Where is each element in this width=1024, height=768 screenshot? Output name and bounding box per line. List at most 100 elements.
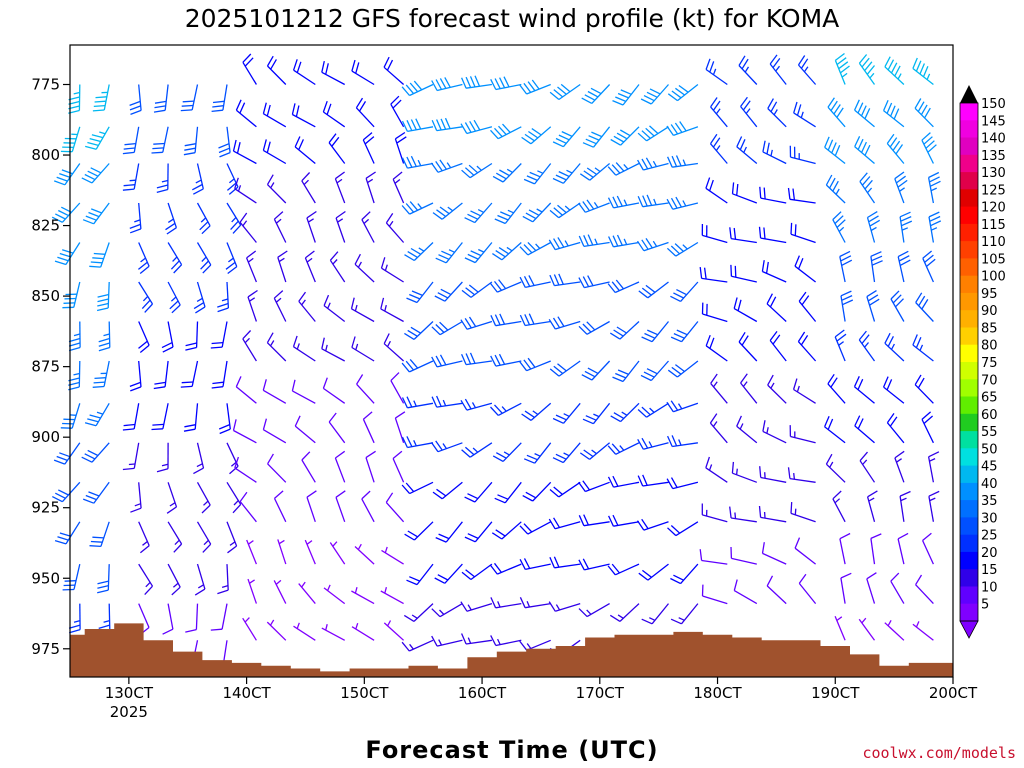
barb-flag [68,624,81,629]
barb-flag [646,91,658,98]
wind-barb [60,126,81,153]
barb-flag [139,265,150,275]
wind-barb [301,451,316,483]
barb-flag [586,199,595,210]
barb-half-flag [652,160,657,167]
barb-flag [498,247,509,255]
wind-barb [226,202,242,234]
barb-flag [642,569,652,578]
wind-barb [84,402,110,427]
plot-frame [69,44,954,678]
barb-flag [836,107,844,118]
wind-barb [759,466,787,483]
barb-flag [401,397,408,409]
barb-half-flag [649,617,656,621]
wind-barb [381,546,404,565]
barb-flag [928,171,940,179]
barb-flag [273,290,284,299]
barb-flag [401,205,410,215]
wind-barb [167,563,181,596]
barb-flag [82,498,95,504]
barb-flag [620,89,632,95]
barb-flag [884,332,891,344]
wind-barb [328,412,346,444]
wind-barb [138,521,150,554]
barb-flag [460,319,468,330]
barb-flag [329,251,339,261]
barb-flag [733,227,737,240]
barb-flag [641,406,651,416]
wind-barb [51,202,81,223]
wind-barb [519,275,551,289]
wind-barb [435,242,463,264]
barb-flag [887,59,895,71]
wind-barb [914,98,934,128]
x-tick-label: 170CT [576,684,625,702]
barb-flag [832,180,839,192]
barb-flag [365,171,376,179]
wind-barb [921,132,937,164]
barb-flag [296,61,302,73]
wind-barb [761,260,787,283]
barb-flag [54,539,67,545]
barb-flag [666,401,674,413]
barb-flag [435,537,447,543]
barb-staff [794,547,816,565]
wind-barb [667,83,699,102]
barb-flag [401,484,411,495]
barb-flag [673,292,684,299]
barb-staff [294,425,316,444]
wind-barb [637,157,669,171]
wind-barb [322,100,346,128]
barb-flag [185,628,197,633]
barb-half-flag [129,179,136,182]
barb-staff [235,386,257,404]
wind-barb [582,402,611,425]
barb-half-flag [357,261,362,268]
barb-flag [401,436,408,448]
barb-flag [82,219,94,225]
wind-barb [769,54,787,85]
barb-flag [93,104,106,108]
wind-barb [194,563,206,596]
barb-half-flag [838,341,844,346]
barb-flag [616,195,623,207]
barb-flag [469,76,476,88]
wind-barb [247,578,258,604]
barb-flag [122,151,135,155]
barb-flag [217,307,229,313]
barb-half-flag [228,257,234,263]
colorbar-label: 145 [981,114,1006,129]
barb-flag [380,297,385,310]
barb-half-flag [929,458,936,462]
wind-barb [196,202,211,235]
barb-flag [552,177,564,184]
wind-barb [321,624,346,641]
barb-half-flag [327,584,331,591]
barb-flag [154,105,166,109]
barb-flag [871,260,883,266]
barb-flag [617,369,629,375]
wind-barb [758,226,787,244]
colorbar-label: 50 [981,442,998,457]
barb-flag [523,178,535,185]
barb-flag [165,222,176,231]
barb-staff [555,602,581,612]
wind-barb [730,546,757,565]
barb-flag [611,563,620,574]
barb-flag [921,132,931,141]
colorbar-swatch [960,292,978,311]
wind-barb [98,603,111,634]
wind-barb [579,163,611,181]
barb-half-flag [394,178,401,184]
wind-barb [853,376,875,404]
wind-barb [365,171,376,204]
barb-flag [548,318,556,330]
barb-flag [854,136,861,147]
barb-half-flag [73,372,80,376]
barb-flag [415,118,422,130]
barb-flag [432,491,443,500]
barb-flag [212,105,224,108]
barb-flag [431,635,438,647]
barb-staff [794,265,816,283]
